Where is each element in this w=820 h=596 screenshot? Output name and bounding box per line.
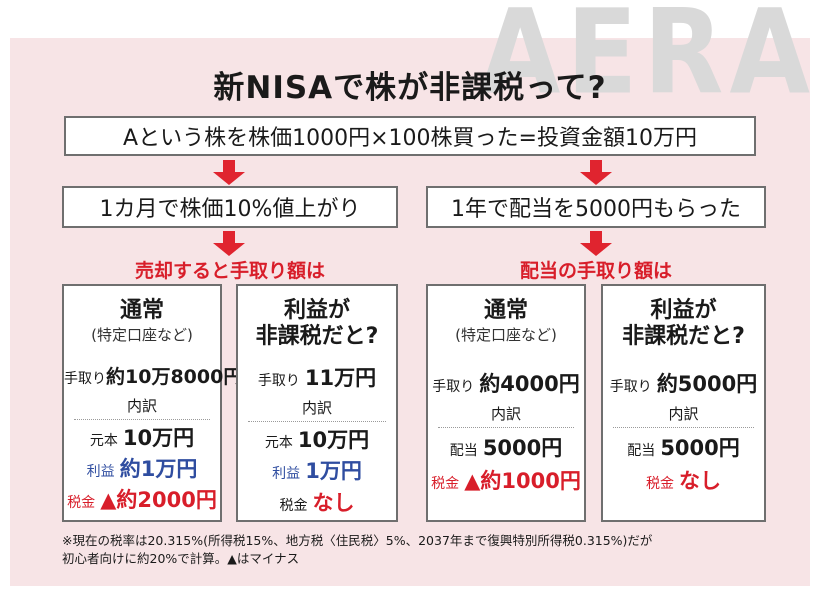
takehome-value: 約5000円 bbox=[656, 372, 758, 396]
scenario-price-rise-text: 1カ月で株価10%値上がり bbox=[99, 197, 361, 222]
card-heading: 利益が bbox=[650, 298, 717, 323]
dividend-value: 5000円 bbox=[660, 436, 740, 461]
takehome-label: 手取り bbox=[609, 379, 652, 395]
divider bbox=[74, 418, 210, 420]
takehome-label: 手取り bbox=[64, 371, 106, 387]
dividend-label: 配当 bbox=[449, 443, 478, 460]
takehome-value: 11万円 bbox=[304, 366, 377, 390]
card-heading: 利益が bbox=[283, 298, 350, 323]
principal-label: 元本 bbox=[89, 432, 118, 449]
card-dividend-normal: 通常 (特定口座など) 手取り 約4000円 内訳 配当 5000円 税金 ▲約… bbox=[426, 284, 586, 522]
card-dividend-taxfree: 利益が 非課税だと? 手取り 約5000円 内訳 配当 5000円 税金 なし bbox=[601, 284, 766, 522]
divider bbox=[438, 427, 574, 429]
tax-value: なし bbox=[312, 490, 355, 515]
breakdown-label: 内訳 bbox=[126, 396, 157, 415]
sell-takehome-label: 売却すると手取り額は bbox=[134, 260, 325, 282]
dividend-value: 5000円 bbox=[482, 436, 563, 461]
card-heading-line2: 非課税だと? bbox=[255, 324, 379, 349]
dividend-label: 配当 bbox=[627, 443, 656, 460]
card-heading: 通常 bbox=[119, 298, 164, 323]
tax-value: ▲約1000円 bbox=[464, 469, 581, 494]
tax-label: 税金 bbox=[67, 495, 96, 512]
principal-label: 元本 bbox=[264, 435, 293, 452]
tax-value: なし bbox=[679, 469, 722, 494]
scenario-dividend-text: 1年で配当を5000円もらった bbox=[451, 197, 741, 222]
card-subheading: (特定口座など) bbox=[455, 326, 557, 344]
profit-label: 利益 bbox=[86, 463, 115, 480]
dividend-takehome-label: 配当の手取り額は bbox=[519, 260, 672, 282]
profit-value: 1万円 bbox=[305, 459, 362, 484]
tax-label: 税金 bbox=[645, 476, 674, 493]
aera-watermark: AERA bbox=[479, 0, 816, 121]
breakdown-label: 内訳 bbox=[301, 399, 332, 418]
card-sell-normal: 通常 (特定口座など) 手取り約10万8000円 内訳 元本 10万円 利益 約… bbox=[62, 284, 242, 522]
scenario-dividend-box: 1年で配当を5000円もらった bbox=[426, 186, 766, 228]
footnote-line2: 初心者向けに約20%で計算。▲はマイナス bbox=[62, 551, 300, 566]
tax-label: 税金 bbox=[279, 497, 308, 514]
takehome-label: 手取り bbox=[432, 379, 475, 395]
divider bbox=[248, 421, 386, 423]
principal-value: 10万円 bbox=[122, 425, 195, 450]
card-heading: 通常 bbox=[483, 298, 528, 323]
card-subheading: (特定口座など) bbox=[91, 326, 193, 344]
card-heading-line2: 非課税だと? bbox=[622, 324, 745, 349]
divider bbox=[613, 427, 754, 429]
profit-label: 利益 bbox=[272, 466, 301, 483]
breakdown-label: 内訳 bbox=[668, 405, 699, 424]
takehome-label: 手取り bbox=[257, 373, 300, 389]
profit-value: 約1万円 bbox=[119, 456, 198, 481]
card-sell-taxfree: 利益が 非課税だと? 手取り 11万円 内訳 元本 10万円 利益 1万円 税金… bbox=[236, 284, 398, 522]
scenario-price-rise-box: 1カ月で株価10%値上がり bbox=[62, 186, 398, 228]
tax-value: ▲約2000円 bbox=[100, 488, 217, 513]
takehome-value: 約10万8000円 bbox=[106, 366, 243, 388]
takehome-value: 約4000円 bbox=[479, 372, 580, 396]
premise-text: Aという株を株価1000円×100株買った=投資金額10万円 bbox=[123, 126, 697, 151]
premise-box: Aという株を株価1000円×100株買った=投資金額10万円 bbox=[64, 116, 756, 156]
principal-value: 10万円 bbox=[297, 428, 370, 453]
footnote: ※現在の税率は20.315%(所得税15%、地方税〈住民税〉5%、2037年まで… bbox=[62, 532, 782, 568]
footnote-line1: ※現在の税率は20.315%(所得税15%、地方税〈住民税〉5%、2037年まで… bbox=[62, 533, 653, 548]
tax-label: 税金 bbox=[431, 476, 460, 493]
breakdown-label: 内訳 bbox=[490, 405, 521, 424]
diagram-title: 新NISAで株が非課税って? bbox=[213, 70, 607, 106]
